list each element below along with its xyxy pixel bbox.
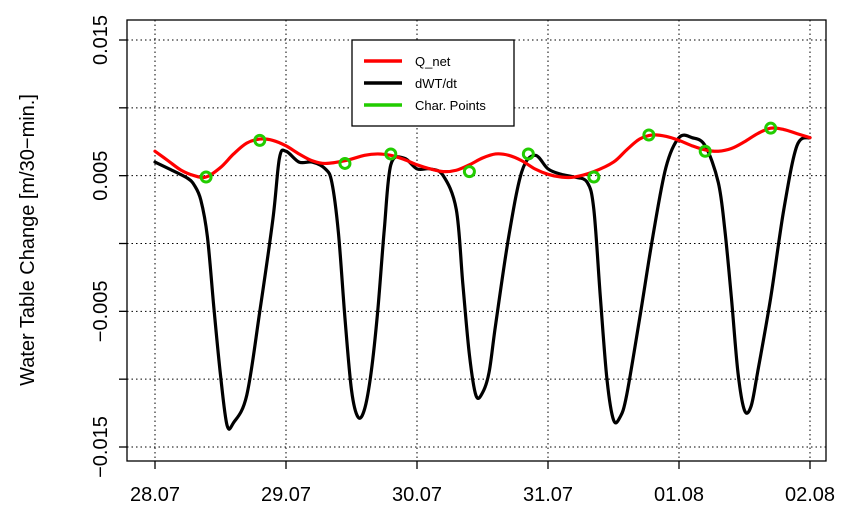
legend: Q_net dWT/dt Char. Points: [351, 39, 515, 127]
char-point: [384, 147, 398, 161]
y-tick-label: 0.015: [90, 15, 112, 65]
char-point: [338, 156, 352, 170]
x-tick-label: 28.07: [130, 484, 180, 506]
x-tick-label: 31.07: [523, 484, 573, 506]
char-point: [462, 165, 476, 179]
plot-frame: [126, 19, 827, 462]
char-point: [253, 133, 267, 147]
y-tick-label: −0.005: [90, 280, 112, 342]
gridlines: [127, 20, 826, 461]
char-point: [199, 170, 213, 184]
char-points: [199, 121, 778, 184]
axes: 28.07 29.07 30.07 31.07 01.08 02.08 −0.015 −0.0…: [90, 15, 835, 506]
x-tick-label: 29.07: [261, 484, 311, 506]
x-tick-label: 02.08: [785, 484, 835, 506]
y-tick-label: 0.005: [90, 151, 112, 201]
series-line-dwt-dt: [153, 133, 812, 431]
legend-label: Char. Points: [415, 98, 486, 113]
x-tick-label: 30.07: [392, 484, 442, 506]
series-line-q-net: [153, 126, 812, 180]
char-point: [587, 170, 601, 184]
legend-label: Q_net: [415, 54, 451, 69]
y-axis-label: Water Table Change [m/30−min.]: [17, 94, 39, 386]
series-lines: [153, 126, 812, 431]
x-tick-label: 01.08: [654, 484, 704, 506]
legend-label: dWT/dt: [415, 76, 457, 91]
char-point: [521, 147, 535, 161]
char-point: [698, 144, 712, 158]
char-point: [764, 121, 778, 135]
char-point: [642, 128, 656, 142]
y-tick-label: −0.015: [90, 416, 112, 478]
